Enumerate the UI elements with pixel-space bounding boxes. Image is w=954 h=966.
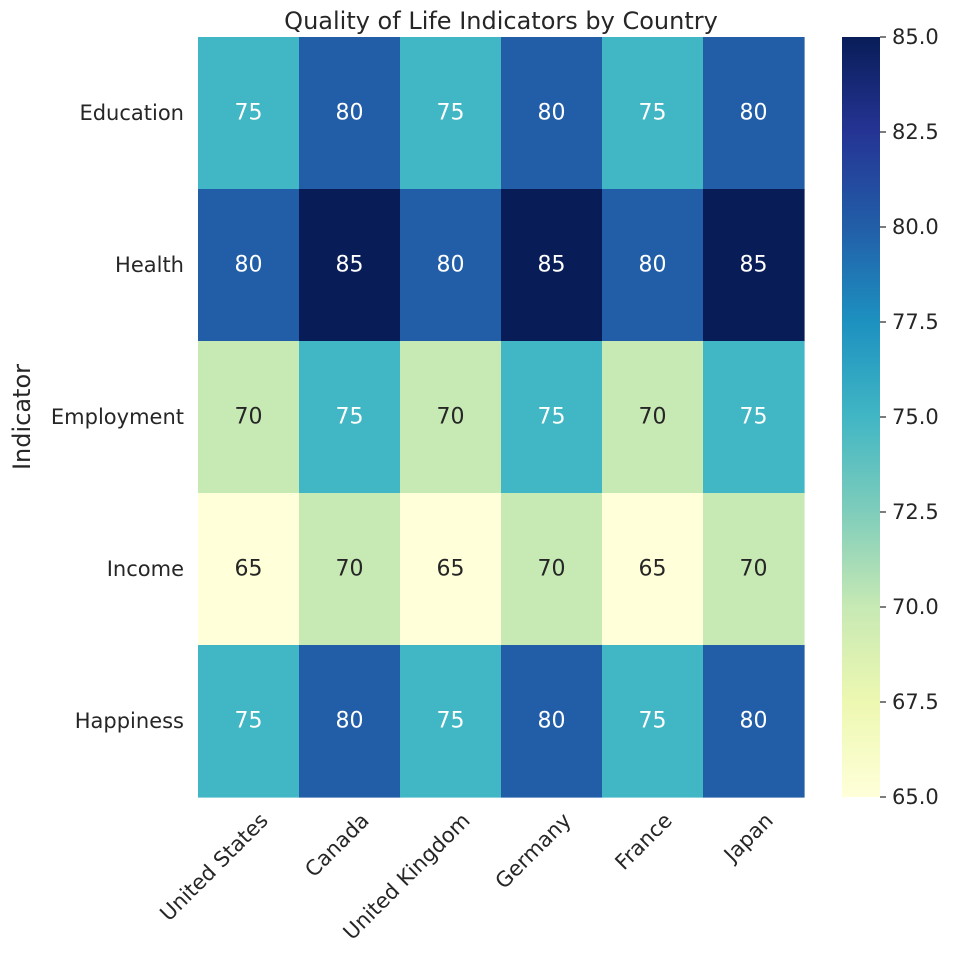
heatmap-cell bbox=[400, 37, 502, 190]
heatmap-cells: 75 80 75 80 75 80 80 85 80 85 80 85 70 75 70 75 70 75 65 70… bbox=[198, 37, 805, 798]
heatmap-cell bbox=[198, 645, 300, 798]
chart-title: Quality of Life Indicators by Country bbox=[284, 7, 718, 35]
heatmap-cell bbox=[299, 645, 401, 798]
heatmap-cell bbox=[703, 189, 805, 342]
row-tick-label: Income bbox=[107, 557, 184, 581]
cell-value-label: 75 bbox=[437, 709, 465, 734]
heatmap-cell bbox=[703, 37, 805, 190]
heatmap-cell bbox=[703, 645, 805, 798]
cell-value-label: 85 bbox=[538, 253, 566, 278]
y-axis-label: Indicator bbox=[8, 364, 36, 470]
cell-value-label: 80 bbox=[740, 709, 768, 734]
column-tick-label: United States bbox=[155, 808, 273, 926]
cell-value-label: 75 bbox=[538, 405, 566, 430]
column-tick-label: Japan bbox=[718, 808, 778, 868]
colorbar-tick-label: 80.0 bbox=[892, 215, 939, 239]
heatmap-cell bbox=[198, 189, 300, 342]
cell-value-label: 80 bbox=[538, 709, 566, 734]
column-tick-label: Canada bbox=[300, 808, 373, 881]
colorbar-tick-label: 72.5 bbox=[892, 500, 939, 524]
cell-value-label: 80 bbox=[437, 253, 465, 278]
cell-value-label: 70 bbox=[235, 405, 263, 430]
heatmap-cell bbox=[501, 645, 603, 798]
row-labels: Education Health Employment Income Happiness bbox=[51, 101, 184, 733]
cell-value-label: 75 bbox=[336, 405, 364, 430]
colorbar-tick-label: 77.5 bbox=[892, 310, 939, 334]
cell-value-label: 75 bbox=[639, 709, 667, 734]
cell-value-label: 70 bbox=[639, 405, 667, 430]
colorbar-tick-label: 70.0 bbox=[892, 595, 939, 619]
colorbar-ticks: 65.0 67.5 70.0 72.5 75.0 77.5 80.0 82.5 85.0 bbox=[880, 25, 939, 809]
heatmap-cell bbox=[198, 37, 300, 190]
cell-value-label: 75 bbox=[639, 101, 667, 126]
cell-value-label: 80 bbox=[740, 101, 768, 126]
cell-value-label: 80 bbox=[336, 101, 364, 126]
cell-value-label: 85 bbox=[336, 253, 364, 278]
cell-value-label: 65 bbox=[235, 557, 263, 582]
cell-value-label: 70 bbox=[538, 557, 566, 582]
colorbar bbox=[842, 37, 880, 797]
row-tick-label: Education bbox=[79, 101, 184, 125]
row-tick-label: Health bbox=[115, 253, 184, 277]
row-tick-label: Happiness bbox=[75, 709, 184, 733]
cell-value-label: 65 bbox=[639, 557, 667, 582]
cell-value-label: 70 bbox=[437, 405, 465, 430]
colorbar-tick-label: 82.5 bbox=[892, 120, 939, 144]
heatmap-cell bbox=[602, 645, 704, 798]
heatmap-cell bbox=[602, 341, 704, 494]
colorbar-tick-label: 85.0 bbox=[892, 25, 939, 49]
cell-value-label: 80 bbox=[235, 253, 263, 278]
cell-value-label: 75 bbox=[437, 101, 465, 126]
heatmap-cell bbox=[400, 645, 502, 798]
column-tick-label: France bbox=[610, 808, 676, 874]
cell-value-label: 80 bbox=[639, 253, 667, 278]
colorbar-tick-label: 67.5 bbox=[892, 690, 939, 714]
heatmap-cell bbox=[198, 493, 300, 646]
colorbar-tick-label: 65.0 bbox=[892, 785, 939, 809]
heatmap-cell bbox=[400, 493, 502, 646]
heatmap-cell bbox=[299, 341, 401, 494]
heatmap-cell bbox=[703, 493, 805, 646]
heatmap-cell bbox=[602, 37, 704, 190]
heatmap-cell bbox=[703, 341, 805, 494]
cell-value-label: 80 bbox=[538, 101, 566, 126]
heatmap-cell bbox=[501, 341, 603, 494]
cell-value-label: 70 bbox=[336, 557, 364, 582]
cell-value-label: 80 bbox=[336, 709, 364, 734]
cell-value-label: 75 bbox=[740, 405, 768, 430]
heatmap-cell bbox=[602, 493, 704, 646]
column-tick-label: Germany bbox=[491, 808, 576, 893]
heatmap-cell bbox=[299, 37, 401, 190]
heatmap-cell bbox=[400, 341, 502, 494]
heatmap-cell bbox=[400, 189, 502, 342]
heatmap-cell bbox=[501, 189, 603, 342]
heatmap-cell bbox=[501, 37, 603, 190]
cell-value-label: 75 bbox=[235, 709, 263, 734]
heatmap-cell bbox=[299, 493, 401, 646]
cell-value-label: 85 bbox=[740, 253, 768, 278]
heatmap-cell bbox=[602, 189, 704, 342]
row-tick-label: Employment bbox=[51, 405, 184, 429]
heatmap-cell bbox=[501, 493, 603, 646]
heatmap-cell bbox=[299, 189, 401, 342]
heatmap-cell bbox=[198, 341, 300, 494]
cell-value-label: 65 bbox=[437, 557, 465, 582]
cell-value-label: 75 bbox=[235, 101, 263, 126]
colorbar-tick-label: 75.0 bbox=[892, 405, 939, 429]
cell-value-label: 70 bbox=[740, 557, 768, 582]
